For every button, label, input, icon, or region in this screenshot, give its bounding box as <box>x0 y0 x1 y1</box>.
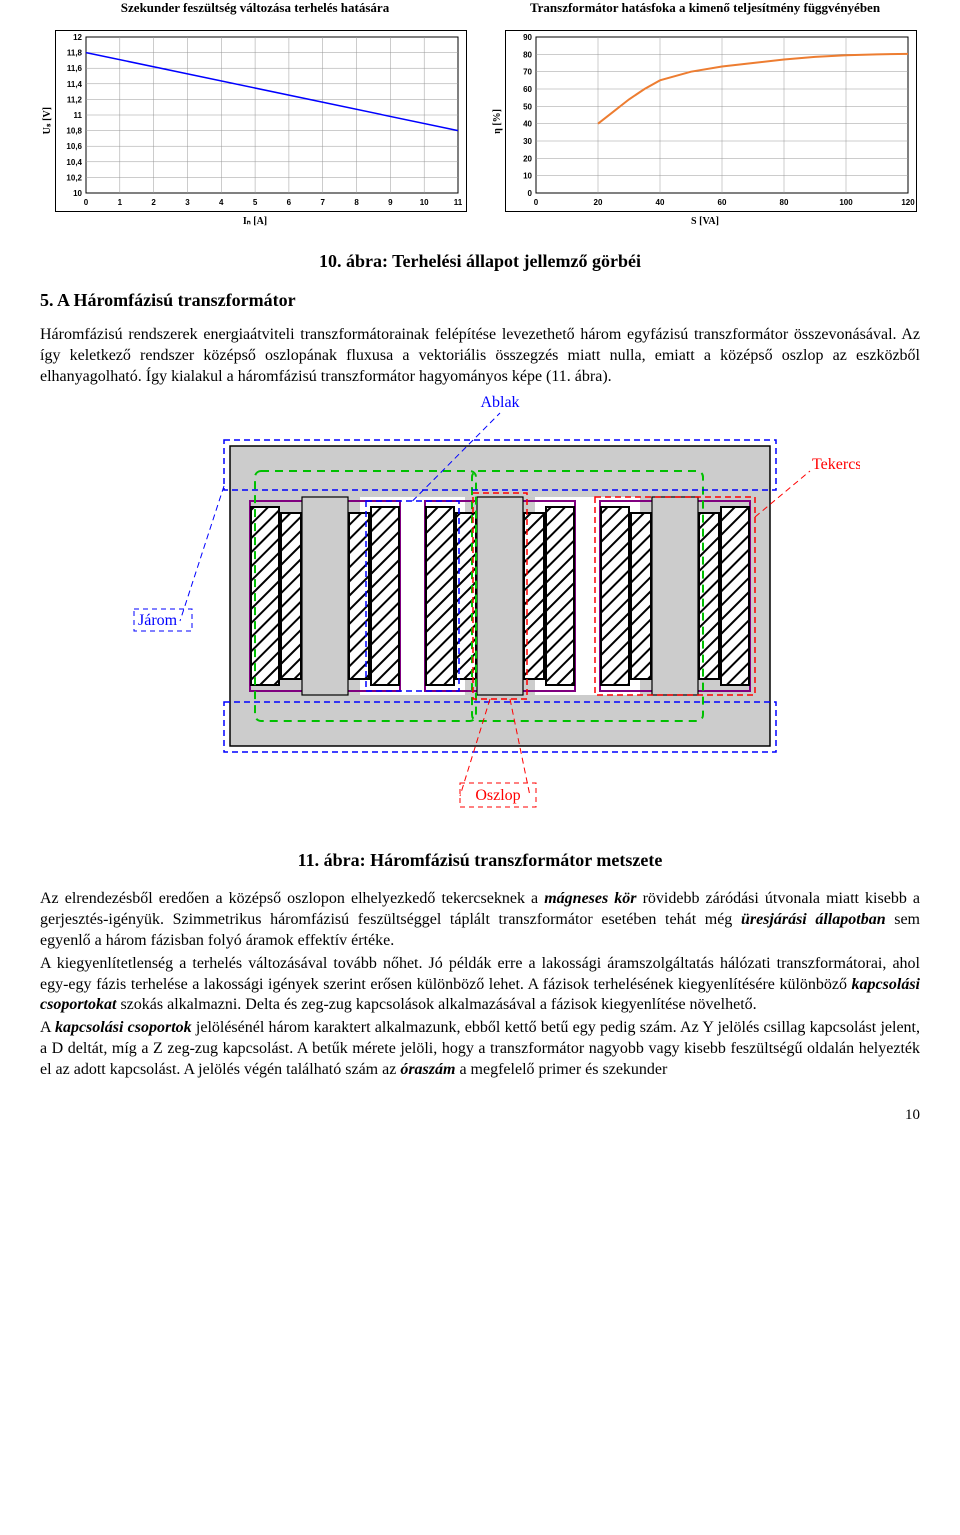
svg-text:100: 100 <box>839 198 853 207</box>
svg-text:6: 6 <box>287 198 292 207</box>
svg-text:10,4: 10,4 <box>66 158 82 167</box>
svg-text:11,4: 11,4 <box>67 80 83 89</box>
p1-b: mágneses kör <box>544 890 636 907</box>
svg-text:Oszlop: Oszlop <box>475 787 520 804</box>
svg-text:0: 0 <box>84 198 89 207</box>
p1-a: Az elrendezésből eredően a középső oszlo… <box>40 890 544 907</box>
svg-text:10,2: 10,2 <box>66 173 82 182</box>
svg-text:20: 20 <box>594 198 603 207</box>
svg-text:10,6: 10,6 <box>66 142 82 151</box>
svg-text:Járom: Járom <box>138 612 178 629</box>
chart-left-xlabel: Iₙ [A] <box>40 216 470 227</box>
p3-b: kapcsolási csoportok <box>55 1019 192 1036</box>
page-number: 10 <box>40 1107 920 1124</box>
svg-text:120: 120 <box>901 198 915 207</box>
svg-text:80: 80 <box>523 50 532 59</box>
p2-a: A kiegyenlítetlenség a terhelés változás… <box>40 955 920 993</box>
chart-left-ylabel: Uₛ [V] <box>40 107 55 134</box>
chart-right-ylabel: η [%] <box>490 109 505 134</box>
p2-c: szokás alkalmazni. Delta és zeg-zug kapc… <box>116 996 756 1013</box>
fig11-caption: 11. ábra: Háromfázisú transzformátor met… <box>40 850 920 871</box>
svg-text:80: 80 <box>780 198 789 207</box>
svg-text:11: 11 <box>454 198 463 207</box>
fig10-caption: 10. ábra: Terhelési állapot jellemző gör… <box>40 251 920 272</box>
svg-text:10: 10 <box>73 189 82 198</box>
svg-text:40: 40 <box>656 198 665 207</box>
p1-d: üresjárási állapotban <box>741 911 886 928</box>
body-para1: Az elrendezésből eredően a középső oszlo… <box>40 889 920 951</box>
svg-text:0: 0 <box>534 198 539 207</box>
svg-text:60: 60 <box>718 198 727 207</box>
svg-text:4: 4 <box>219 198 224 207</box>
svg-text:10,8: 10,8 <box>66 127 82 136</box>
section5-para1: Háromfázisú rendszerek energiaátviteli t… <box>40 325 920 387</box>
svg-text:10: 10 <box>523 172 532 181</box>
chart-right-xlabel: S [VA] <box>490 216 920 227</box>
svg-text:0: 0 <box>528 189 533 198</box>
svg-text:20: 20 <box>523 154 532 163</box>
svg-text:11,2: 11,2 <box>67 95 83 104</box>
chart-right-plot: 0 10 20 30 40 50 60 70 80 90 0 20 40 60 80 100 120 <box>505 30 917 212</box>
svg-text:10: 10 <box>420 198 429 207</box>
p3-d: óraszám <box>400 1061 455 1078</box>
svg-text:90: 90 <box>523 33 532 42</box>
svg-text:60: 60 <box>523 85 532 94</box>
chart-left-plot: 1010,210,410,610,81111,211,411,611,81201… <box>55 30 467 212</box>
svg-text:40: 40 <box>523 120 532 129</box>
section5-heading: 5. A Háromfázisú transzformátor <box>40 290 920 311</box>
svg-text:11,8: 11,8 <box>67 49 83 58</box>
transformer-diagram: Ablak Tekercs Járom Oszlop <box>100 391 860 821</box>
body-para2: A kiegyenlítetlenség a terhelés változás… <box>40 954 920 1016</box>
chart-left-block: Szekunder feszültség változása terhelés … <box>40 0 470 227</box>
svg-text:70: 70 <box>523 68 532 77</box>
p3-a: A <box>40 1019 55 1036</box>
svg-text:Tekercs: Tekercs <box>812 456 860 473</box>
svg-text:1: 1 <box>118 198 123 207</box>
charts-row: Szekunder feszültség változása terhelés … <box>40 0 920 227</box>
body-para3: A kapcsolási csoportok jelölésénél három… <box>40 1018 920 1080</box>
svg-text:50: 50 <box>523 102 532 111</box>
svg-text:11: 11 <box>74 111 83 120</box>
svg-text:Ablak: Ablak <box>480 394 519 411</box>
svg-text:5: 5 <box>253 198 258 207</box>
svg-text:7: 7 <box>321 198 326 207</box>
transformer-diagram-wrap: Ablak Tekercs Járom Oszlop <box>40 391 920 826</box>
chart-right-title: Transzformátor hatásfoka a kimenő teljes… <box>490 0 920 30</box>
p3-e: a megfelelő primer és szekunder <box>455 1061 667 1078</box>
svg-text:2: 2 <box>151 198 156 207</box>
chart-right-block: Transzformátor hatásfoka a kimenő teljes… <box>490 0 920 227</box>
chart-left-title: Szekunder feszültség változása terhelés … <box>40 0 470 30</box>
svg-text:11,6: 11,6 <box>67 64 83 73</box>
svg-text:8: 8 <box>354 198 359 207</box>
svg-text:3: 3 <box>185 198 190 207</box>
svg-text:12: 12 <box>73 33 82 42</box>
svg-text:9: 9 <box>388 198 393 207</box>
svg-text:30: 30 <box>523 137 532 146</box>
